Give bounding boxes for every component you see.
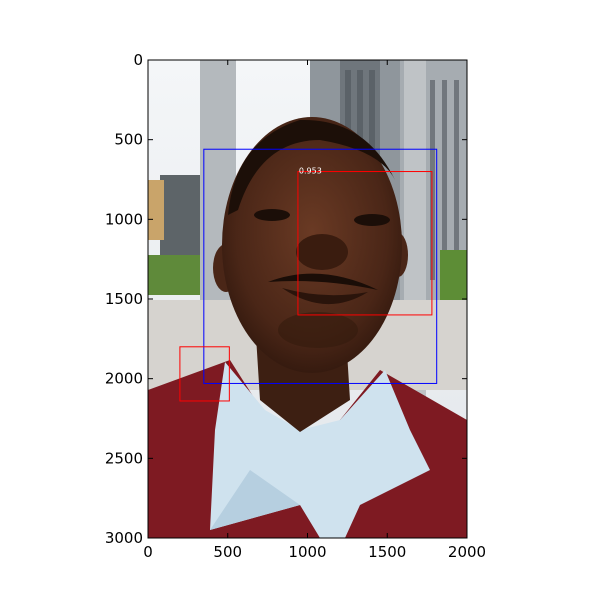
y-tick-label-4: 2000 [105, 370, 143, 388]
y-tick-label-5: 2500 [105, 449, 143, 467]
photo [148, 60, 467, 538]
x-tick-label-4: 2000 [448, 543, 486, 561]
y-tick-label-1: 500 [114, 131, 143, 149]
proposal-box-0 [203, 148, 438, 384]
x-tick-label-0: 0 [143, 543, 153, 561]
x-tick-label-1: 500 [213, 543, 242, 561]
y-axis: 0 500 1000 1500 2000 2500 3000 [105, 51, 467, 547]
bounding-boxes: 0.953 [179, 148, 438, 402]
x-tick-label-3: 1500 [368, 543, 406, 561]
y-tick-label-6: 3000 [105, 529, 143, 547]
detection-box-2 [179, 346, 230, 402]
score-label-1: 0.953 [299, 167, 322, 176]
x-tick-label-2: 1000 [288, 543, 326, 561]
x-axis: 0 500 1000 1500 2000 [143, 60, 486, 561]
y-tick-label-2: 1000 [105, 210, 143, 228]
y-tick-label-3: 1500 [105, 290, 143, 308]
detection-box-1 [297, 171, 433, 316]
y-tick-label-0: 0 [133, 51, 143, 69]
